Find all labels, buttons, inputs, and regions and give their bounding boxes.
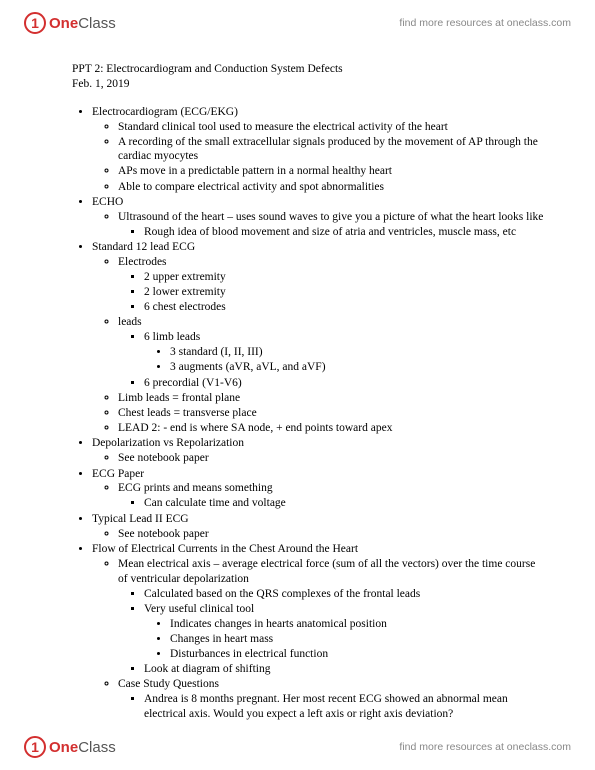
list-item: Disturbances in electrical function: [170, 647, 547, 662]
item-text: Typical Lead II ECG: [92, 513, 189, 525]
list-item: See notebook paper: [118, 451, 547, 466]
list-item: Electrodes 2 upper extremity 2 lower ext…: [118, 255, 547, 315]
list-item: A recording of the small extracellular s…: [118, 134, 547, 164]
item-text: ECG Paper: [92, 468, 144, 480]
list-item: LEAD 2: - end is where SA node, + end po…: [118, 421, 547, 436]
list-item: Electrocardiogram (ECG/EKG) Standard cli…: [92, 104, 547, 194]
title-block: PPT 2: Electrocardiogram and Conduction …: [72, 62, 547, 91]
list-item: Case Study Questions Andrea is 8 months …: [118, 677, 547, 722]
list-item: Standard 12 lead ECG Electrodes 2 upper …: [92, 240, 547, 436]
brand-one: One: [49, 15, 78, 32]
list-item: Calculated based on the QRS complexes of…: [144, 586, 547, 601]
brand-icon: 1: [24, 736, 46, 758]
list-item: Rough idea of blood movement and size of…: [144, 224, 547, 239]
item-text: Electrodes: [118, 256, 167, 268]
outline-root: Electrocardiogram (ECG/EKG) Standard cli…: [72, 104, 547, 722]
list-item: Andrea is 8 months pregnant. Her most re…: [144, 692, 547, 722]
list-item: ECHO Ultrasound of the heart – uses soun…: [92, 195, 547, 240]
item-text: Electrocardiogram (ECG/EKG): [92, 106, 238, 118]
brand-class: Class: [78, 15, 116, 32]
list-item: Changes in heart mass: [170, 631, 547, 646]
header-tagline[interactable]: find more resources at oneclass.com: [399, 17, 571, 29]
brand-class: Class: [78, 739, 116, 756]
list-item: Very useful clinical tool Indicates chan…: [144, 601, 547, 661]
footer: 1 OneClass find more resources at onecla…: [0, 724, 595, 770]
brand-wordmark: OneClass: [49, 739, 116, 756]
item-text: Flow of Electrical Currents in the Chest…: [92, 543, 358, 555]
list-item: 6 precordial (V1-V6): [144, 375, 547, 390]
list-item: Look at diagram of shifting: [144, 662, 547, 677]
header: 1 OneClass find more resources at onecla…: [0, 0, 595, 46]
brand-icon: 1: [24, 12, 46, 34]
list-item: 2 upper extremity: [144, 270, 547, 285]
list-item: 6 limb leads 3 standard (I, II, III) 3 a…: [144, 330, 547, 375]
document-content: PPT 2: Electrocardiogram and Conduction …: [72, 62, 547, 722]
list-item: Chest leads = transverse place: [118, 406, 547, 421]
list-item: Mean electrical axis – average electrica…: [118, 557, 547, 677]
list-item: ECG Paper ECG prints and means something…: [92, 466, 547, 511]
brand-one: One: [49, 739, 78, 756]
item-text: Mean electrical axis – average electrica…: [118, 558, 535, 585]
footer-tagline[interactable]: find more resources at oneclass.com: [399, 741, 571, 753]
list-item: Limb leads = frontal plane: [118, 391, 547, 406]
item-text: ECHO: [92, 196, 123, 208]
list-item: Indicates changes in hearts anatomical p…: [170, 616, 547, 631]
list-item: leads 6 limb leads 3 standard (I, II, II…: [118, 315, 547, 390]
list-item: 3 standard (I, II, III): [170, 345, 547, 360]
item-text: Ultrasound of the heart – uses sound wav…: [118, 211, 543, 223]
item-text: Very useful clinical tool: [144, 603, 254, 615]
brand-wordmark: OneClass: [49, 15, 116, 32]
brand-logo: 1 OneClass: [24, 736, 116, 758]
doc-title: PPT 2: Electrocardiogram and Conduction …: [72, 62, 547, 77]
list-item: Depolarization vs Repolarization See not…: [92, 436, 547, 466]
list-item: 6 chest electrodes: [144, 300, 547, 315]
item-text: Standard 12 lead ECG: [92, 241, 195, 253]
list-item: Typical Lead II ECG See notebook paper: [92, 512, 547, 542]
list-item: Standard clinical tool used to measure t…: [118, 119, 547, 134]
list-item: ECG prints and means something Can calcu…: [118, 481, 547, 511]
list-item: Able to compare electrical activity and …: [118, 179, 547, 194]
list-item: 2 lower extremity: [144, 285, 547, 300]
list-item: 3 augments (aVR, aVL, and aVF): [170, 360, 547, 375]
item-text: ECG prints and means something: [118, 482, 273, 494]
list-item: Ultrasound of the heart – uses sound wav…: [118, 210, 547, 240]
brand-logo: 1 OneClass: [24, 12, 116, 34]
item-text: Depolarization vs Repolarization: [92, 437, 244, 449]
list-item: Flow of Electrical Currents in the Chest…: [92, 542, 547, 722]
item-text: 6 limb leads: [144, 331, 200, 343]
doc-date: Feb. 1, 2019: [72, 77, 547, 92]
item-text: leads: [118, 316, 142, 328]
list-item: APs move in a predictable pattern in a n…: [118, 164, 547, 179]
list-item: Can calculate time and voltage: [144, 496, 547, 511]
item-text: Case Study Questions: [118, 678, 219, 690]
list-item: See notebook paper: [118, 527, 547, 542]
